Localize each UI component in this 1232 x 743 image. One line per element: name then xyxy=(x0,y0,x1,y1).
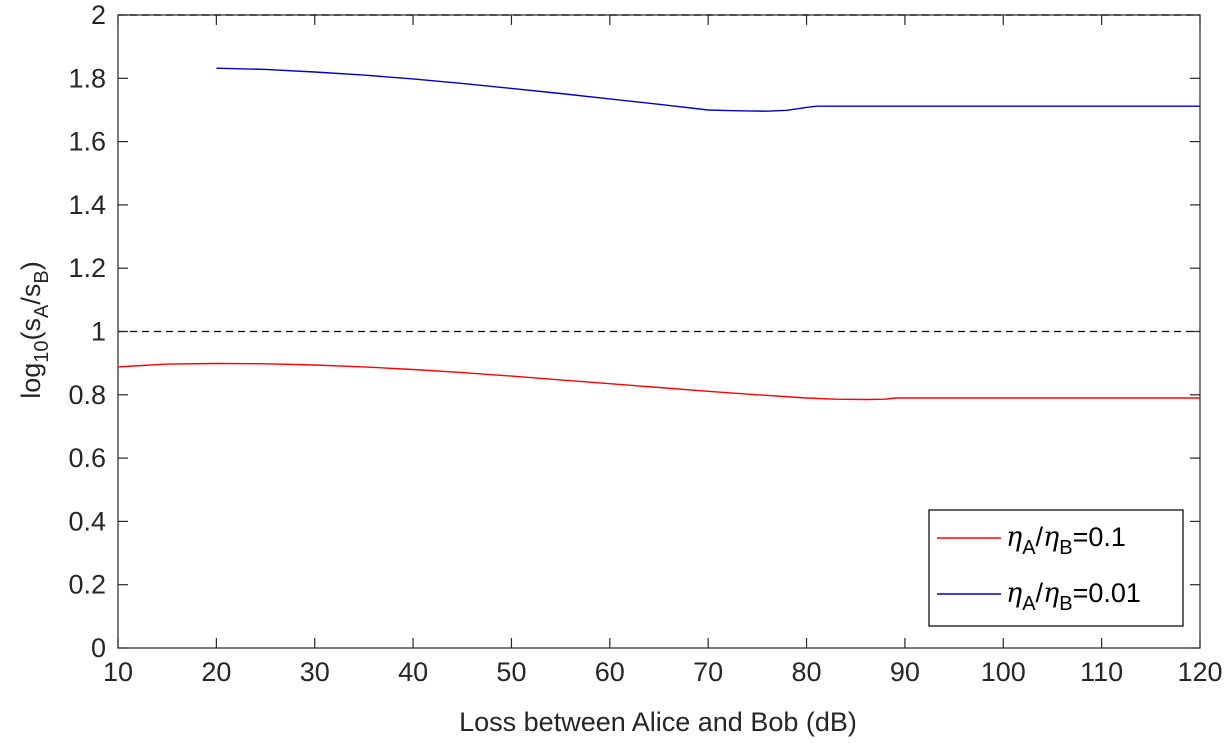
legend-2-sub2: B xyxy=(1059,593,1072,615)
y-axis-title-num-sub: A xyxy=(31,304,53,318)
legend-box xyxy=(928,509,1184,627)
x-tick-label: 70 xyxy=(693,657,723,687)
x-tick-label: 50 xyxy=(496,657,526,687)
y-tick-label: 0 xyxy=(91,633,106,663)
x-tick-label: 20 xyxy=(201,657,231,687)
x-tick-label: 110 xyxy=(1080,657,1123,687)
y-axis-title: log10(sA/sB) xyxy=(16,261,53,398)
series-line-2 xyxy=(216,67,1200,112)
x-tick-label: 90 xyxy=(890,657,920,687)
x-tick-label: 80 xyxy=(792,657,822,687)
series-layer xyxy=(117,67,1200,401)
legend-label-series-2: ηA/ηB=0.01 xyxy=(1006,578,1141,615)
legend-2-sub1: A xyxy=(1022,593,1036,615)
legend-2-value: =0.01 xyxy=(1073,578,1141,608)
x-tick-label: 30 xyxy=(300,657,330,687)
y-axis-title-prefix-sub: 10 xyxy=(31,340,53,362)
y-axis-title-slash: /s xyxy=(16,284,46,305)
series-line-1 xyxy=(117,362,1200,401)
x-tick-label: 120 xyxy=(1177,657,1222,687)
legend-2-symbol-2: η xyxy=(1043,578,1059,609)
legend-1-value: =0.1 xyxy=(1073,522,1126,552)
legend-1-symbol-2: η xyxy=(1043,522,1059,553)
y-axis-title-den-sub: B xyxy=(31,270,53,283)
y-tick-label: 1.6 xyxy=(68,127,106,157)
y-tick-label: 0.6 xyxy=(68,443,106,473)
y-tick-label: 2 xyxy=(91,0,106,30)
x-axis-title: Loss between Alice and Bob (dB) xyxy=(459,707,857,737)
legend-label-series-1: ηA/ηB=0.1 xyxy=(1006,522,1126,559)
x-tick-label: 100 xyxy=(981,657,1026,687)
ticks-layer: 10 20 30 40 50 60 70 80 90 100 110 120 0 0.2 0.4 0.6 0.8… xyxy=(68,0,1222,687)
legend-1-sep: / xyxy=(1036,522,1044,552)
y-axis-title-prefix: log xyxy=(16,363,46,399)
legend-1-symbol: η xyxy=(1006,522,1022,553)
y-tick-label: 0.4 xyxy=(68,506,106,536)
y-tick-label: 1.4 xyxy=(68,190,106,220)
y-axis-title-close: ) xyxy=(16,261,46,270)
y-tick-label: 1.8 xyxy=(68,63,106,93)
x-tick-label: 60 xyxy=(595,657,625,687)
legend-1-sub1: A xyxy=(1022,537,1036,559)
y-tick-label: 1.2 xyxy=(68,253,106,283)
y-tick-label: 0.8 xyxy=(68,380,106,410)
legend-2-sep: / xyxy=(1036,578,1044,608)
legend-1-sub2: B xyxy=(1059,537,1072,559)
x-tick-label: 10 xyxy=(103,657,133,687)
y-tick-label: 1 xyxy=(91,317,106,347)
y-tick-label: 0.2 xyxy=(68,570,106,600)
legend-2-symbol: η xyxy=(1006,578,1022,609)
legend: ηA/ηB=0.1 ηA/ηB=0.01 xyxy=(928,509,1184,627)
y-axis-title-open: (s xyxy=(16,318,46,341)
x-tick-label: 40 xyxy=(398,657,428,687)
